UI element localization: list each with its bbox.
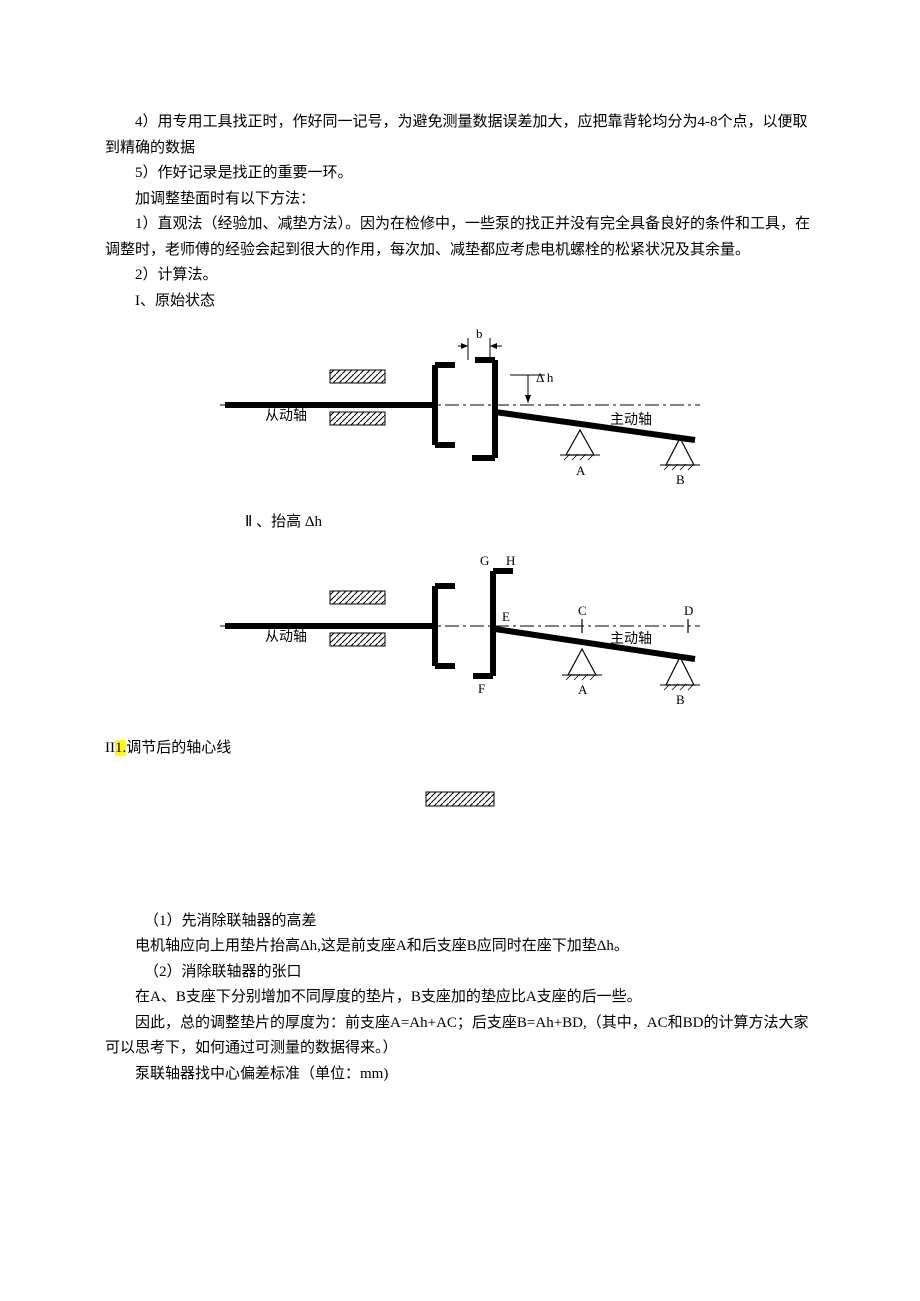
diagram-2-svg: 从动轴 G H E F C D A [210,541,710,716]
label-driven-shaft: 从动轴 [265,408,307,424]
diagram-2-raised: 从动轴 G H E F C D A [105,541,815,726]
label-H: H [506,553,515,568]
label-A: A [576,463,586,478]
paragraph-step1-title: （1）先消除联轴器的高差 [105,909,815,935]
diagram-1-original-state: 从动轴 b Δ h [105,320,815,500]
paragraph-therefore: 因此，总的调整垫片的厚度为：前支座A=Ah+AC；后支座B=Ah+BD,（其中，… [105,1011,815,1062]
paragraph-5: 5）作好记录是找正的重要一环。 [105,161,815,187]
label-A-2: A [578,682,588,697]
label-D: D [684,603,693,618]
label-B-2: B [676,692,685,707]
label-B: B [676,472,685,487]
label-G: G [480,553,489,568]
paragraph-II-raise: Ⅱ 、抬高 Δh [245,510,815,536]
label-C: C [578,603,587,618]
label-E: E [502,609,510,624]
paragraph-step2-title: （2）消除联轴器的张口 [105,960,815,986]
diagram-1-svg: 从动轴 b Δ h [210,320,710,490]
text: 4）用专用工具找正时，作好同一记号，为避免测量数据误差加大，应把靠背轮均分为4-… [105,114,808,156]
paragraph-I: I、原始状态 [105,289,815,315]
label-driving-shaft-2: 主动轴 [610,631,652,647]
label-dh: Δ h [536,370,554,385]
paragraph-II1: II1.调节后的轴心线 [105,736,815,762]
paragraph-standard: 泵联轴器找中心偏差标准（单位：mm) [105,1062,815,1088]
diagram-3-hatch [105,791,815,819]
hatch-block-svg [425,791,495,809]
highlight-text: 1. [115,740,126,756]
paragraph-methods: 加调整垫面时有以下方法： [105,187,815,213]
paragraph-4: 4）用专用工具找正时，作好同一记号，为避免测量数据误差加大，应把靠背轮均分为4-… [105,110,815,161]
paragraph-method2: 2）计算法。 [105,263,815,289]
document-page: 4）用专用工具找正时，作好同一记号，为避免测量数据误差加大，应把靠背轮均分为4-… [0,0,920,1301]
paragraph-step2-body: 在A、B支座下分别增加不同厚度的垫片，B支座加的垫应比A支座的后一些。 [105,985,815,1011]
text-prefix: II [105,740,115,756]
label-b: b [476,326,483,341]
label-F: F [478,681,485,696]
label-driving-shaft: 主动轴 [610,412,652,428]
label-driven-shaft-2: 从动轴 [265,629,307,645]
text-suffix: 调节后的轴心线 [126,740,231,756]
paragraph-step1-body: 电机轴应向上用垫片抬高Δh,这是前支座A和后支座B应同时在座下加垫Δh。 [105,934,815,960]
paragraph-method1: 1）直观法（经验加、减垫方法）。因为在检修中，一些泵的找正并没有完全具备良好的条… [105,212,815,263]
